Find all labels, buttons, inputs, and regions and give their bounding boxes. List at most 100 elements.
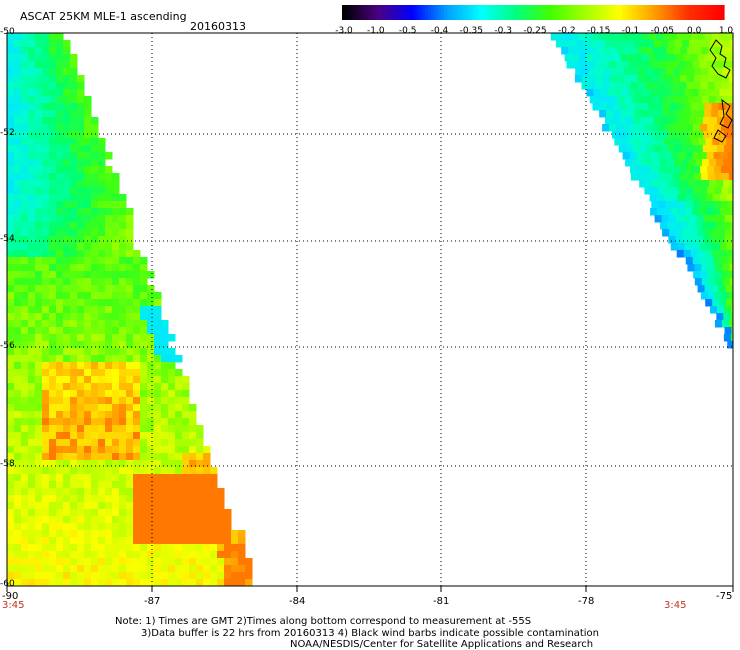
colorbar-swatch xyxy=(587,5,591,20)
colorbar-swatch xyxy=(685,5,690,20)
colorbar-swatch xyxy=(650,5,655,20)
colorbar-swatch xyxy=(415,5,419,20)
colorbar-swatch xyxy=(383,5,388,20)
colorbar-swatch xyxy=(396,5,400,20)
colorbar-swatch xyxy=(653,5,658,20)
colorbar-swatch xyxy=(424,5,429,20)
colorbar-swatch xyxy=(478,5,483,20)
colorbar-swatch xyxy=(593,5,598,20)
colorbar-label: 0.0 xyxy=(686,26,702,36)
colorbar-swatch xyxy=(504,5,509,20)
colorbar-swatch xyxy=(631,5,636,20)
gridlines xyxy=(7,33,733,586)
colorbar-swatch xyxy=(701,5,706,20)
colorbar-swatch xyxy=(459,5,464,20)
colorbar-swatch xyxy=(539,5,544,20)
colorbar-label: -0.3 xyxy=(494,26,512,36)
colorbar-swatch xyxy=(666,5,671,20)
colorbar-swatch xyxy=(555,5,560,20)
colorbar-swatch xyxy=(568,5,572,20)
colorbar-swatch xyxy=(412,5,416,20)
colorbar-swatch xyxy=(564,5,569,20)
colorbar-swatch xyxy=(660,5,665,20)
colorbar-swatch xyxy=(711,5,716,20)
colorbar-swatch xyxy=(647,5,652,20)
colorbar-swatch xyxy=(669,5,674,20)
colorbar-swatch xyxy=(437,5,442,20)
lon-label-87: -87 xyxy=(144,596,161,607)
coastline xyxy=(709,39,733,143)
colorbar-swatch xyxy=(552,5,556,20)
colorbar-swatch xyxy=(558,5,563,20)
colorbar-swatch xyxy=(517,5,521,20)
time-right: 3:45 xyxy=(664,600,687,611)
colorbar-swatch xyxy=(673,5,677,20)
colorbar-swatch xyxy=(618,5,623,20)
colorbar-swatch xyxy=(520,5,525,20)
lon-label-84: -84 xyxy=(289,596,306,607)
colorbar-label: -0.35 xyxy=(459,26,483,36)
colorbar xyxy=(342,5,725,20)
time-left: 3:45 xyxy=(2,600,25,611)
colorbar-label: -0.05 xyxy=(650,26,674,36)
colorbar-label: -0.15 xyxy=(587,26,611,36)
colorbar-swatch xyxy=(497,5,502,20)
colorbar-swatch xyxy=(698,5,703,20)
colorbar-swatch xyxy=(450,5,455,20)
colorbar-swatch xyxy=(364,5,369,20)
colorbar-swatch xyxy=(583,5,588,20)
colorbar-swatch xyxy=(657,5,661,20)
colorbar-swatch xyxy=(714,5,719,20)
colorbar-swatch xyxy=(510,5,515,20)
colorbar-swatch xyxy=(599,5,604,20)
colorbar-swatch xyxy=(440,5,445,20)
colorbar-swatch xyxy=(431,5,435,20)
colorbar-swatch xyxy=(501,5,505,20)
colorbar-swatch xyxy=(663,5,668,20)
colorbar-swatch xyxy=(447,5,451,20)
colorbar-swatch xyxy=(580,5,585,20)
colorbar-swatch xyxy=(348,5,353,20)
colorbar-swatch xyxy=(392,5,397,20)
axis-ticks xyxy=(6,586,734,592)
colorbar-swatch xyxy=(389,5,394,20)
colorbar-swatch xyxy=(427,5,432,20)
colorbar-swatch xyxy=(536,5,540,20)
colorbar-swatch xyxy=(638,5,642,20)
colorbar-swatch xyxy=(615,5,620,20)
lon-label-75: -75 xyxy=(716,591,733,602)
colorbar-swatch xyxy=(456,5,461,20)
note-line-1: Note: 1) Times are GMT 2)Times along bot… xyxy=(115,616,532,627)
lat-label-54: -54 xyxy=(0,234,15,244)
colorbar-swatch xyxy=(679,5,684,20)
colorbar-swatch xyxy=(523,5,528,20)
colorbar-swatch xyxy=(418,5,423,20)
colorbar-swatch xyxy=(342,5,346,20)
colorbar-swatch xyxy=(529,5,534,20)
colorbar-swatch xyxy=(408,5,413,20)
colorbar-swatch xyxy=(475,5,480,20)
colorbar-swatch xyxy=(644,5,649,20)
colorbar-swatch xyxy=(507,5,512,20)
lat-label-52: -52 xyxy=(0,128,15,138)
colorbar-swatch xyxy=(695,5,700,20)
lon-label-90: -90 xyxy=(2,591,19,602)
colorbar-swatch xyxy=(545,5,550,20)
colorbar-swatch xyxy=(370,5,375,20)
colorbar-swatch xyxy=(571,5,575,20)
colorbar-swatch xyxy=(628,5,633,20)
plot-frame xyxy=(6,32,734,587)
colorbar-label: 1.0 xyxy=(718,26,734,36)
colorbar-swatch xyxy=(380,5,384,20)
note-line-3: NOAA/NESDIS/Center for Satellite Applica… xyxy=(290,639,594,650)
note-line-2: 3)Data buffer is 22 hrs from 20160313 4)… xyxy=(141,628,599,639)
colorbar-swatch xyxy=(399,5,404,20)
colorbar-label: -0.5 xyxy=(398,26,417,36)
colorbar-label: -0.2 xyxy=(558,26,576,36)
colorbar-swatch xyxy=(612,5,617,20)
colorbar-label: -0.4 xyxy=(430,26,449,36)
colorbar-swatch xyxy=(634,5,639,20)
colorbar-label: -0.25 xyxy=(523,26,547,36)
colorbar-swatch xyxy=(466,5,470,20)
colorbar-swatch xyxy=(603,5,607,20)
